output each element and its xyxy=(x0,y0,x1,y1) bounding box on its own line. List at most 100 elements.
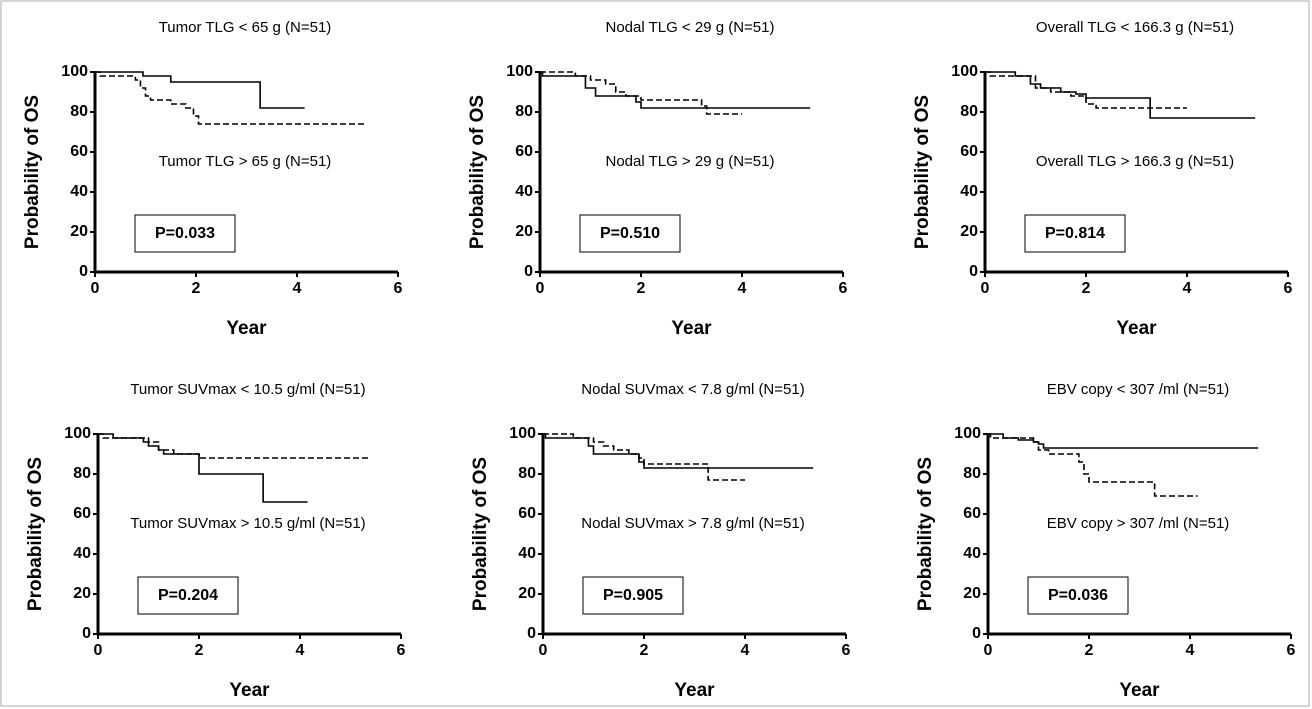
survival-curve xyxy=(95,71,305,109)
survival-curve xyxy=(540,71,742,115)
x-tick-label: 4 xyxy=(1183,280,1192,297)
y-axis-label: Probability of OS xyxy=(912,95,933,249)
y-tick-label: 80 xyxy=(73,465,91,482)
series-label: Tumor SUVmax > 10.5 g/ml (N=51) xyxy=(130,515,365,532)
y-tick-label: 100 xyxy=(506,63,533,80)
y-tick-label: 100 xyxy=(61,63,88,80)
x-tick-label: 0 xyxy=(984,642,993,659)
y-tick-label: 60 xyxy=(515,143,533,160)
y-tick-label: 40 xyxy=(963,545,981,562)
x-tick-label: 0 xyxy=(536,280,545,297)
series-label: Nodal TLG > 29 g (N=51) xyxy=(606,153,775,170)
y-tick-label: 40 xyxy=(960,183,978,200)
p-box xyxy=(579,214,681,253)
x-tick-label: 4 xyxy=(293,280,302,297)
y-tick-label: 60 xyxy=(518,505,536,522)
p-box xyxy=(137,576,239,615)
x-tick-label: 6 xyxy=(394,280,403,297)
x-tick-label: 0 xyxy=(539,642,548,659)
y-axis-label: Probability of OS xyxy=(25,457,46,611)
x-tick-label: 4 xyxy=(738,280,747,297)
y-tick-label: 80 xyxy=(518,465,536,482)
survival-curve xyxy=(540,71,811,109)
y-tick-label: 20 xyxy=(515,223,533,240)
x-axis-label: Year xyxy=(674,680,715,701)
x-tick-label: 2 xyxy=(637,280,646,297)
x-axis-label: Year xyxy=(229,680,270,701)
series-label: Tumor SUVmax < 10.5 g/ml (N=51) xyxy=(130,381,365,398)
series-label: Overall TLG < 166.3 g (N=51) xyxy=(1036,19,1234,36)
survival-curve xyxy=(543,433,745,481)
y-tick-label: 0 xyxy=(527,625,536,642)
y-tick-label: 0 xyxy=(972,625,981,642)
y-axis-label: Probability of OS xyxy=(22,95,43,249)
p-value: P=0.036 xyxy=(1048,587,1108,604)
x-tick-label: 4 xyxy=(1186,642,1195,659)
series-label: Nodal SUVmax > 7.8 g/ml (N=51) xyxy=(581,515,804,532)
y-tick-label: 40 xyxy=(70,183,88,200)
p-value: P=0.814 xyxy=(1045,225,1105,242)
y-tick-label: 60 xyxy=(73,505,91,522)
series-label: Overall TLG > 166.3 g (N=51) xyxy=(1036,153,1234,170)
y-tick-label: 0 xyxy=(79,263,88,280)
y-tick-label: 20 xyxy=(963,585,981,602)
x-tick-label: 6 xyxy=(839,280,848,297)
p-value: P=0.204 xyxy=(158,587,218,604)
y-tick-label: 40 xyxy=(518,545,536,562)
y-tick-label: 40 xyxy=(73,545,91,562)
y-tick-label: 100 xyxy=(64,425,91,442)
y-tick-label: 0 xyxy=(524,263,533,280)
y-tick-label: 80 xyxy=(515,103,533,120)
x-tick-label: 2 xyxy=(1085,642,1094,659)
y-tick-label: 60 xyxy=(963,505,981,522)
y-tick-label: 100 xyxy=(951,63,978,80)
x-axis-label: Year xyxy=(1116,318,1157,339)
y-tick-label: 0 xyxy=(82,625,91,642)
y-tick-label: 0 xyxy=(969,263,978,280)
y-tick-label: 80 xyxy=(963,465,981,482)
x-tick-label: 4 xyxy=(296,642,305,659)
survival-curve xyxy=(985,71,1187,109)
y-tick-label: 40 xyxy=(515,183,533,200)
survival-curve xyxy=(95,71,366,125)
series-label: Tumor TLG > 65 g (N=51) xyxy=(159,153,332,170)
p-value: P=0.905 xyxy=(603,587,663,604)
x-tick-label: 6 xyxy=(1287,642,1296,659)
y-tick-label: 60 xyxy=(70,143,88,160)
y-tick-label: 60 xyxy=(960,143,978,160)
x-tick-label: 4 xyxy=(741,642,750,659)
x-tick-label: 0 xyxy=(94,642,103,659)
series-label: Tumor TLG < 65 g (N=51) xyxy=(159,19,332,36)
survival-curve xyxy=(98,433,369,459)
p-value: P=0.033 xyxy=(155,225,215,242)
p-box xyxy=(582,576,684,615)
y-tick-label: 80 xyxy=(70,103,88,120)
p-box xyxy=(1024,214,1126,253)
x-tick-label: 0 xyxy=(91,280,100,297)
series-label: Nodal TLG < 29 g (N=51) xyxy=(606,19,775,36)
series-label: EBV copy > 307 /ml (N=51) xyxy=(1047,515,1230,532)
x-tick-label: 2 xyxy=(1082,280,1091,297)
y-axis-label: Probability of OS xyxy=(470,457,491,611)
series-label: Nodal SUVmax < 7.8 g/ml (N=51) xyxy=(581,381,804,398)
y-tick-label: 100 xyxy=(954,425,981,442)
y-axis-label: Probability of OS xyxy=(467,95,488,249)
series-label: EBV copy < 307 /ml (N=51) xyxy=(1047,381,1230,398)
y-tick-label: 100 xyxy=(509,425,536,442)
y-tick-label: 20 xyxy=(960,223,978,240)
x-tick-label: 2 xyxy=(192,280,201,297)
x-axis-label: Year xyxy=(226,318,267,339)
y-tick-label: 20 xyxy=(73,585,91,602)
p-box xyxy=(1027,576,1129,615)
p-value: P=0.510 xyxy=(600,225,660,242)
survival-curve xyxy=(988,433,1198,497)
y-tick-label: 20 xyxy=(70,223,88,240)
x-tick-label: 0 xyxy=(981,280,990,297)
x-tick-label: 6 xyxy=(842,642,851,659)
x-tick-label: 2 xyxy=(640,642,649,659)
x-axis-label: Year xyxy=(671,318,712,339)
y-tick-label: 80 xyxy=(960,103,978,120)
x-tick-label: 6 xyxy=(397,642,406,659)
x-axis-label: Year xyxy=(1119,680,1160,701)
